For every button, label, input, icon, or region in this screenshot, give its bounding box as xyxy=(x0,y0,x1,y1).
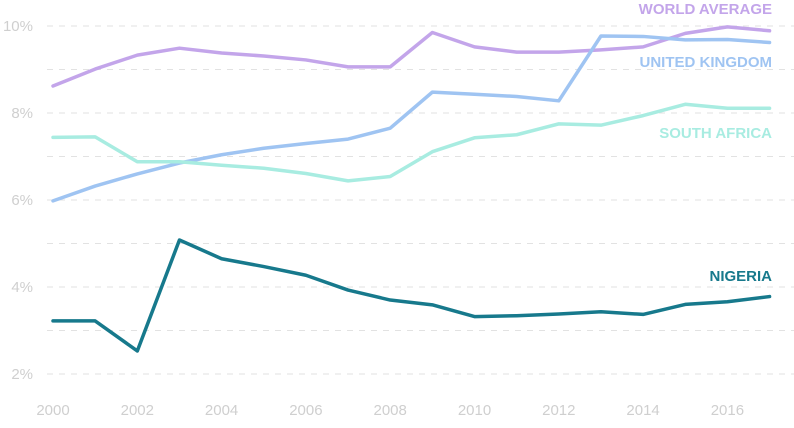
series-label: NIGERIA xyxy=(709,268,772,285)
y-tick-label: 8% xyxy=(11,105,33,122)
series-labels: WORLD AVERAGE UNITED KINGDOM SOUTH AFRICA N… xyxy=(639,1,773,285)
series-line-united-kingdom xyxy=(51,34,772,203)
x-tick-label: 2008 xyxy=(374,402,407,419)
y-axis-ticks: 2% 4% 6% 8% 10% xyxy=(3,18,33,383)
series-label: SOUTH AFRICA xyxy=(659,125,772,142)
y-tick-label: 6% xyxy=(11,192,33,209)
y-tick-label: 2% xyxy=(11,366,33,383)
x-tick-label: 2004 xyxy=(205,402,238,419)
x-tick-label: 2016 xyxy=(711,402,744,419)
series-lines xyxy=(51,25,772,353)
x-tick-label: 2006 xyxy=(289,402,322,419)
series-label: UNITED KINGDOM xyxy=(640,54,773,71)
series-label: WORLD AVERAGE xyxy=(639,1,772,18)
y-tick-label: 4% xyxy=(11,279,33,296)
x-tick-label: 2012 xyxy=(542,402,575,419)
x-axis-ticks: 2000 2002 2004 2006 2008 2010 2012 2014 2016 xyxy=(36,402,744,419)
series-line-south-africa xyxy=(51,102,772,183)
x-tick-label: 2014 xyxy=(626,402,659,419)
series-line-world-average xyxy=(51,25,772,88)
y-tick-label: 10% xyxy=(3,18,33,35)
series-line-nigeria xyxy=(51,238,772,353)
x-tick-label: 2002 xyxy=(121,402,154,419)
x-tick-label: 2010 xyxy=(458,402,491,419)
gridlines xyxy=(47,25,794,375)
x-tick-label: 2000 xyxy=(36,402,69,419)
